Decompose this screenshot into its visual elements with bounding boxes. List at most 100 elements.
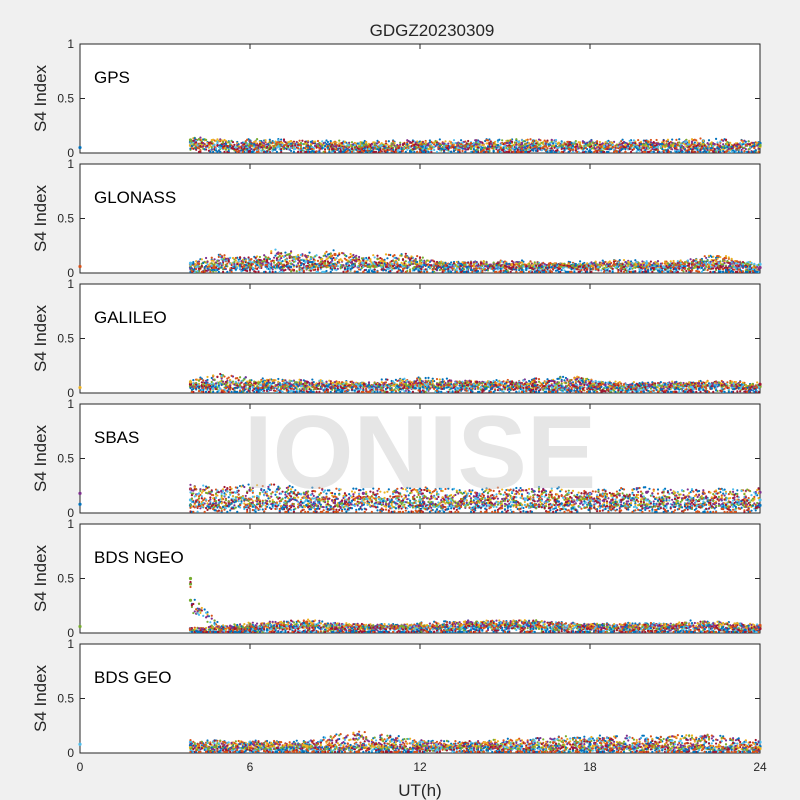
data-point bbox=[723, 146, 726, 150]
data-point bbox=[532, 149, 535, 152]
data-point bbox=[693, 144, 696, 147]
data-point bbox=[482, 148, 485, 152]
data-point bbox=[634, 259, 637, 262]
data-point bbox=[216, 140, 219, 143]
data-point bbox=[688, 148, 691, 151]
y-tick-label: 1 bbox=[67, 157, 74, 171]
data-point bbox=[397, 258, 400, 261]
data-point bbox=[406, 141, 409, 144]
data-point bbox=[484, 146, 487, 150]
data-point bbox=[637, 148, 640, 151]
data-point bbox=[519, 145, 522, 148]
data-point bbox=[428, 145, 432, 148]
data-point bbox=[629, 144, 633, 147]
data-point bbox=[627, 145, 630, 148]
data-point bbox=[295, 270, 298, 273]
data-point bbox=[271, 270, 274, 274]
data-point bbox=[380, 144, 383, 147]
data-point bbox=[209, 150, 212, 154]
data-point bbox=[658, 150, 661, 154]
data-point bbox=[231, 147, 235, 150]
data-point bbox=[625, 266, 628, 269]
data-point bbox=[416, 255, 419, 258]
data-point bbox=[594, 143, 597, 147]
data-point bbox=[306, 150, 310, 154]
data-point bbox=[393, 256, 396, 260]
data-point bbox=[332, 149, 335, 152]
data-point bbox=[430, 259, 433, 262]
data-point bbox=[533, 261, 536, 264]
data-point bbox=[213, 143, 216, 146]
data-point bbox=[668, 141, 671, 145]
data-point bbox=[535, 139, 538, 142]
data-point bbox=[444, 148, 447, 151]
data-point bbox=[628, 139, 631, 143]
data-point bbox=[433, 148, 436, 151]
data-point bbox=[747, 148, 750, 151]
data-point bbox=[600, 145, 603, 148]
data-point bbox=[323, 148, 327, 151]
data-point bbox=[373, 256, 376, 259]
data-point bbox=[264, 141, 267, 144]
data-point bbox=[309, 269, 313, 272]
data-point bbox=[465, 268, 468, 272]
data-point bbox=[328, 142, 331, 146]
data-point bbox=[744, 143, 747, 146]
data-point bbox=[496, 140, 500, 143]
data-point bbox=[288, 268, 291, 271]
data-point bbox=[350, 147, 354, 150]
data-point bbox=[695, 139, 698, 142]
data-point bbox=[390, 259, 393, 263]
data-point bbox=[518, 150, 521, 153]
data-point bbox=[699, 137, 702, 140]
data-point bbox=[271, 141, 274, 144]
data-point bbox=[196, 144, 199, 147]
data-point bbox=[540, 141, 543, 144]
data-point bbox=[726, 149, 729, 152]
data-point bbox=[323, 150, 327, 153]
data-point bbox=[287, 148, 290, 151]
data-point bbox=[649, 149, 653, 152]
data-point bbox=[712, 255, 715, 258]
data-point bbox=[390, 149, 393, 153]
data-point bbox=[418, 150, 422, 154]
data-point bbox=[270, 251, 273, 255]
data-point bbox=[312, 150, 315, 154]
data-point bbox=[270, 250, 273, 253]
data-point bbox=[685, 269, 688, 273]
data-point bbox=[515, 138, 518, 141]
data-point bbox=[450, 146, 453, 149]
data-point bbox=[319, 266, 322, 269]
y-tick-label: 0 bbox=[67, 146, 74, 160]
data-point bbox=[717, 147, 721, 150]
data-point bbox=[508, 150, 511, 154]
data-point bbox=[690, 143, 694, 146]
data-point bbox=[543, 144, 546, 148]
data-point bbox=[343, 254, 347, 257]
data-point bbox=[231, 141, 235, 144]
data-point bbox=[489, 140, 492, 143]
data-point bbox=[78, 264, 82, 269]
data-point bbox=[355, 254, 358, 257]
data-point bbox=[700, 146, 704, 150]
data-point bbox=[332, 256, 335, 260]
data-point bbox=[366, 258, 369, 261]
data-point bbox=[216, 142, 219, 145]
data-point bbox=[454, 145, 457, 149]
data-point bbox=[552, 142, 555, 145]
data-point bbox=[722, 149, 725, 153]
data-point bbox=[349, 258, 352, 262]
data-point bbox=[367, 144, 371, 147]
data-point bbox=[212, 150, 215, 154]
data-point bbox=[213, 258, 216, 261]
data-point bbox=[342, 147, 345, 150]
data-point bbox=[716, 141, 719, 144]
data-point bbox=[661, 142, 664, 145]
data-point bbox=[563, 142, 566, 145]
data-point bbox=[591, 141, 594, 144]
data-point bbox=[240, 142, 243, 145]
data-point bbox=[646, 140, 650, 144]
data-point bbox=[457, 150, 460, 154]
data-point bbox=[318, 150, 321, 154]
data-point bbox=[329, 252, 332, 255]
